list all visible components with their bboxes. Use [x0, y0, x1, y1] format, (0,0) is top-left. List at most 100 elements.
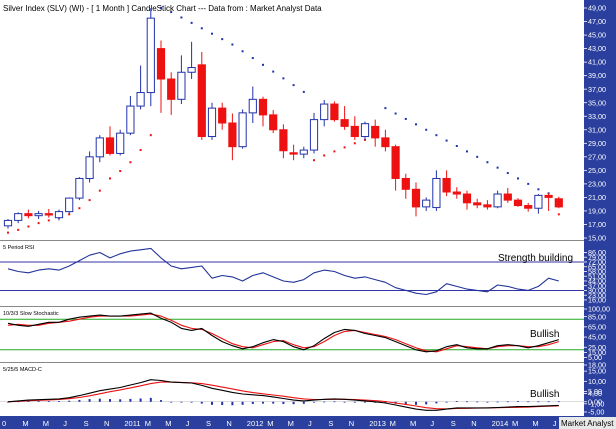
macd-histogram-bar — [272, 401, 275, 404]
macd-histogram-bar — [221, 401, 224, 406]
macd-histogram-bar — [241, 401, 244, 405]
macd-histogram-bar — [476, 401, 479, 403]
sar-dot — [241, 50, 244, 53]
price-y-tick-label: 45,00 — [588, 31, 606, 40]
sar-dot — [272, 70, 275, 73]
candle-up — [65, 197, 74, 213]
stochastic-lines — [7, 312, 559, 353]
stochastic-y-tick-label: 5,00 — [588, 353, 602, 362]
macd-panel-title: 5/25/5 MACD-C — [3, 367, 42, 373]
candle-down — [503, 193, 512, 201]
sar-dot — [27, 225, 30, 228]
candle-up — [3, 219, 13, 227]
candle-down — [524, 205, 533, 209]
candle-up — [95, 137, 104, 158]
candle-up — [207, 107, 217, 138]
candle-up — [248, 98, 257, 114]
candle-down — [442, 177, 451, 193]
candle-down — [544, 194, 553, 198]
candle-down — [452, 191, 461, 195]
sar-dot — [506, 172, 509, 175]
candle-down — [197, 64, 206, 138]
x-tick-label: J — [63, 419, 67, 428]
sar-dot — [486, 161, 489, 164]
macd-histogram-bar — [109, 399, 111, 402]
stochastic-y-tick-label: 25,00 — [588, 343, 606, 352]
rsi-y-tick-label: 65,00 — [588, 262, 606, 271]
x-tick-label: M — [532, 419, 538, 428]
candle-down — [156, 48, 166, 80]
x-tick-label: M — [512, 419, 518, 428]
stochastic-y-tick-label: 45,00 — [588, 333, 606, 342]
candle-down — [258, 98, 268, 116]
macd-histogram-bar — [506, 401, 509, 403]
sar-dot — [88, 199, 91, 202]
rsi-y-tick-label: 86,00 — [588, 248, 606, 257]
macd-histogram-bar — [160, 400, 162, 402]
price-y-tick-label: 33,00 — [588, 112, 606, 121]
sar-dot — [231, 43, 234, 46]
macd-histogram-bar — [537, 401, 540, 403]
macd-y-tick-label: -5,00 — [588, 408, 604, 417]
candle-down — [330, 103, 339, 121]
rsi-annotation: Strength building — [498, 253, 573, 264]
macd-histogram-bar — [98, 398, 101, 402]
stochastic-annotation: Bullish — [530, 329, 559, 340]
rsi-panel-title: 5 Period RSI — [3, 245, 35, 251]
price-y-tick-label: 31,00 — [588, 125, 606, 134]
candle-up — [75, 177, 84, 199]
x-tick-label: J — [430, 419, 434, 428]
candle-down — [473, 202, 482, 206]
x-axis-strip — [0, 416, 616, 429]
x-axis-ticks: 0 M M J S N 2011 M M J S N 2012 M M J S N 2013 M M J S N 2014 M M J — [2, 419, 557, 428]
candle-down — [279, 129, 288, 152]
macd-histogram-bar — [231, 401, 234, 406]
price-y-tick-label: 17,00 — [588, 220, 606, 229]
candle-down — [350, 125, 359, 138]
candle-down — [24, 213, 33, 217]
sar-dot — [68, 213, 71, 216]
candle-up — [360, 123, 370, 138]
x-tick-label: 0 — [2, 419, 6, 428]
sar-dot — [160, 7, 162, 9]
macd-histogram-bar — [425, 401, 428, 405]
macd-histogram-bar — [557, 401, 560, 403]
price-y-ticks: 49,00 47,00 45,00 43,00 41,00 39,00 37,00 35,00… — [584, 4, 606, 243]
macd-histogram-bar — [323, 401, 326, 403]
macd-histogram-bar — [466, 401, 468, 403]
sar-dot — [47, 219, 50, 222]
x-tick-label: S — [451, 419, 456, 428]
rsi-lines — [7, 247, 559, 296]
candle-up — [54, 211, 64, 219]
sar-dot — [221, 38, 224, 41]
sar-dot — [180, 16, 183, 19]
x-tick-label: M — [22, 419, 28, 428]
sar-dot — [170, 11, 173, 14]
sar-dot — [129, 161, 132, 164]
macd-histogram-bar — [547, 401, 550, 403]
sar-dot — [353, 142, 356, 145]
candle-up — [14, 213, 23, 221]
rsi-y-tick-label: 58,00 — [588, 267, 606, 276]
sar-dot — [404, 117, 407, 120]
x-tick-label: N — [349, 419, 354, 428]
x-tick-label: S — [328, 419, 333, 428]
macd-histogram-bar — [170, 401, 173, 403]
macd-y-tick-label: 18,00 — [588, 361, 606, 370]
rsi-y-tick-label: 44,00 — [588, 277, 606, 286]
candle-up — [136, 92, 145, 107]
candle-down — [340, 119, 349, 127]
x-tick-label: 2011 — [124, 419, 140, 428]
price-y-tick-label: 49,00 — [588, 4, 606, 13]
macd-histogram-bar — [119, 399, 122, 402]
candle-up — [422, 199, 431, 208]
candle-down — [167, 78, 176, 100]
sar-dot — [537, 188, 540, 191]
x-tick-label: M — [43, 419, 49, 428]
rsi-y-tick-label: 16,00 — [588, 296, 606, 305]
sar-dot — [109, 177, 111, 180]
x-tick-label: J — [186, 419, 190, 428]
candle-up — [34, 213, 43, 217]
